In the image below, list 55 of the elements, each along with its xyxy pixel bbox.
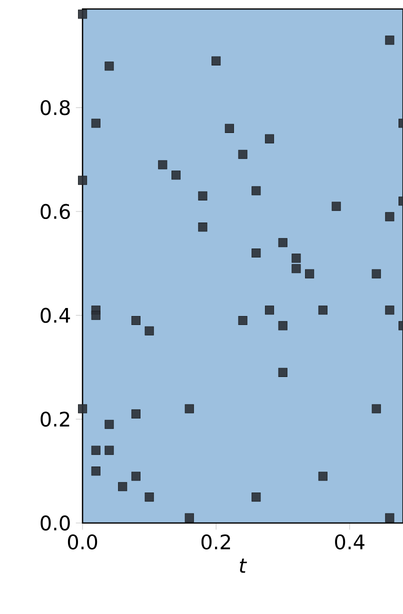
point — [332, 202, 341, 211]
point — [198, 191, 208, 200]
point — [372, 404, 381, 414]
point — [318, 472, 328, 481]
point — [91, 466, 100, 476]
point — [252, 492, 261, 502]
y-tick-label: 0.6 — [40, 204, 70, 220]
point — [292, 264, 301, 274]
point — [158, 160, 168, 170]
point — [198, 222, 208, 232]
point — [104, 62, 114, 71]
point — [171, 170, 181, 180]
point — [292, 254, 301, 263]
point — [224, 124, 234, 133]
x-tick-label: 0.2 — [201, 534, 230, 550]
point — [78, 10, 88, 19]
point — [278, 368, 288, 377]
point — [91, 310, 100, 320]
point — [131, 409, 140, 418]
point — [252, 186, 261, 196]
point — [385, 513, 394, 522]
point — [212, 56, 221, 66]
y-tick-label: 0.0 — [40, 515, 70, 531]
point — [252, 248, 261, 258]
point — [184, 404, 194, 414]
point — [278, 321, 288, 330]
point — [318, 306, 328, 315]
x-tick-label: 0.0 — [68, 534, 98, 550]
point — [305, 269, 314, 278]
point — [238, 316, 248, 326]
point — [131, 316, 140, 326]
point — [385, 306, 394, 315]
x-axis-title: t — [240, 558, 248, 573]
point — [238, 150, 248, 159]
point — [264, 134, 274, 144]
point — [278, 238, 288, 248]
point — [144, 492, 154, 502]
point — [104, 446, 114, 455]
y-tick-label: 0.4 — [40, 308, 70, 323]
point — [104, 420, 114, 429]
x-tick-label: 0.4 — [335, 534, 364, 550]
point — [372, 269, 381, 278]
point — [131, 472, 140, 481]
point — [385, 212, 394, 222]
point — [385, 36, 394, 45]
point — [78, 404, 88, 414]
point — [78, 176, 88, 185]
point — [91, 446, 100, 455]
point — [144, 326, 154, 336]
point — [118, 482, 128, 492]
point — [264, 306, 274, 315]
y-tick-label: 0.2 — [40, 412, 70, 427]
point — [184, 513, 194, 522]
y-tick-label: 0.8 — [40, 100, 70, 116]
point — [91, 118, 100, 128]
